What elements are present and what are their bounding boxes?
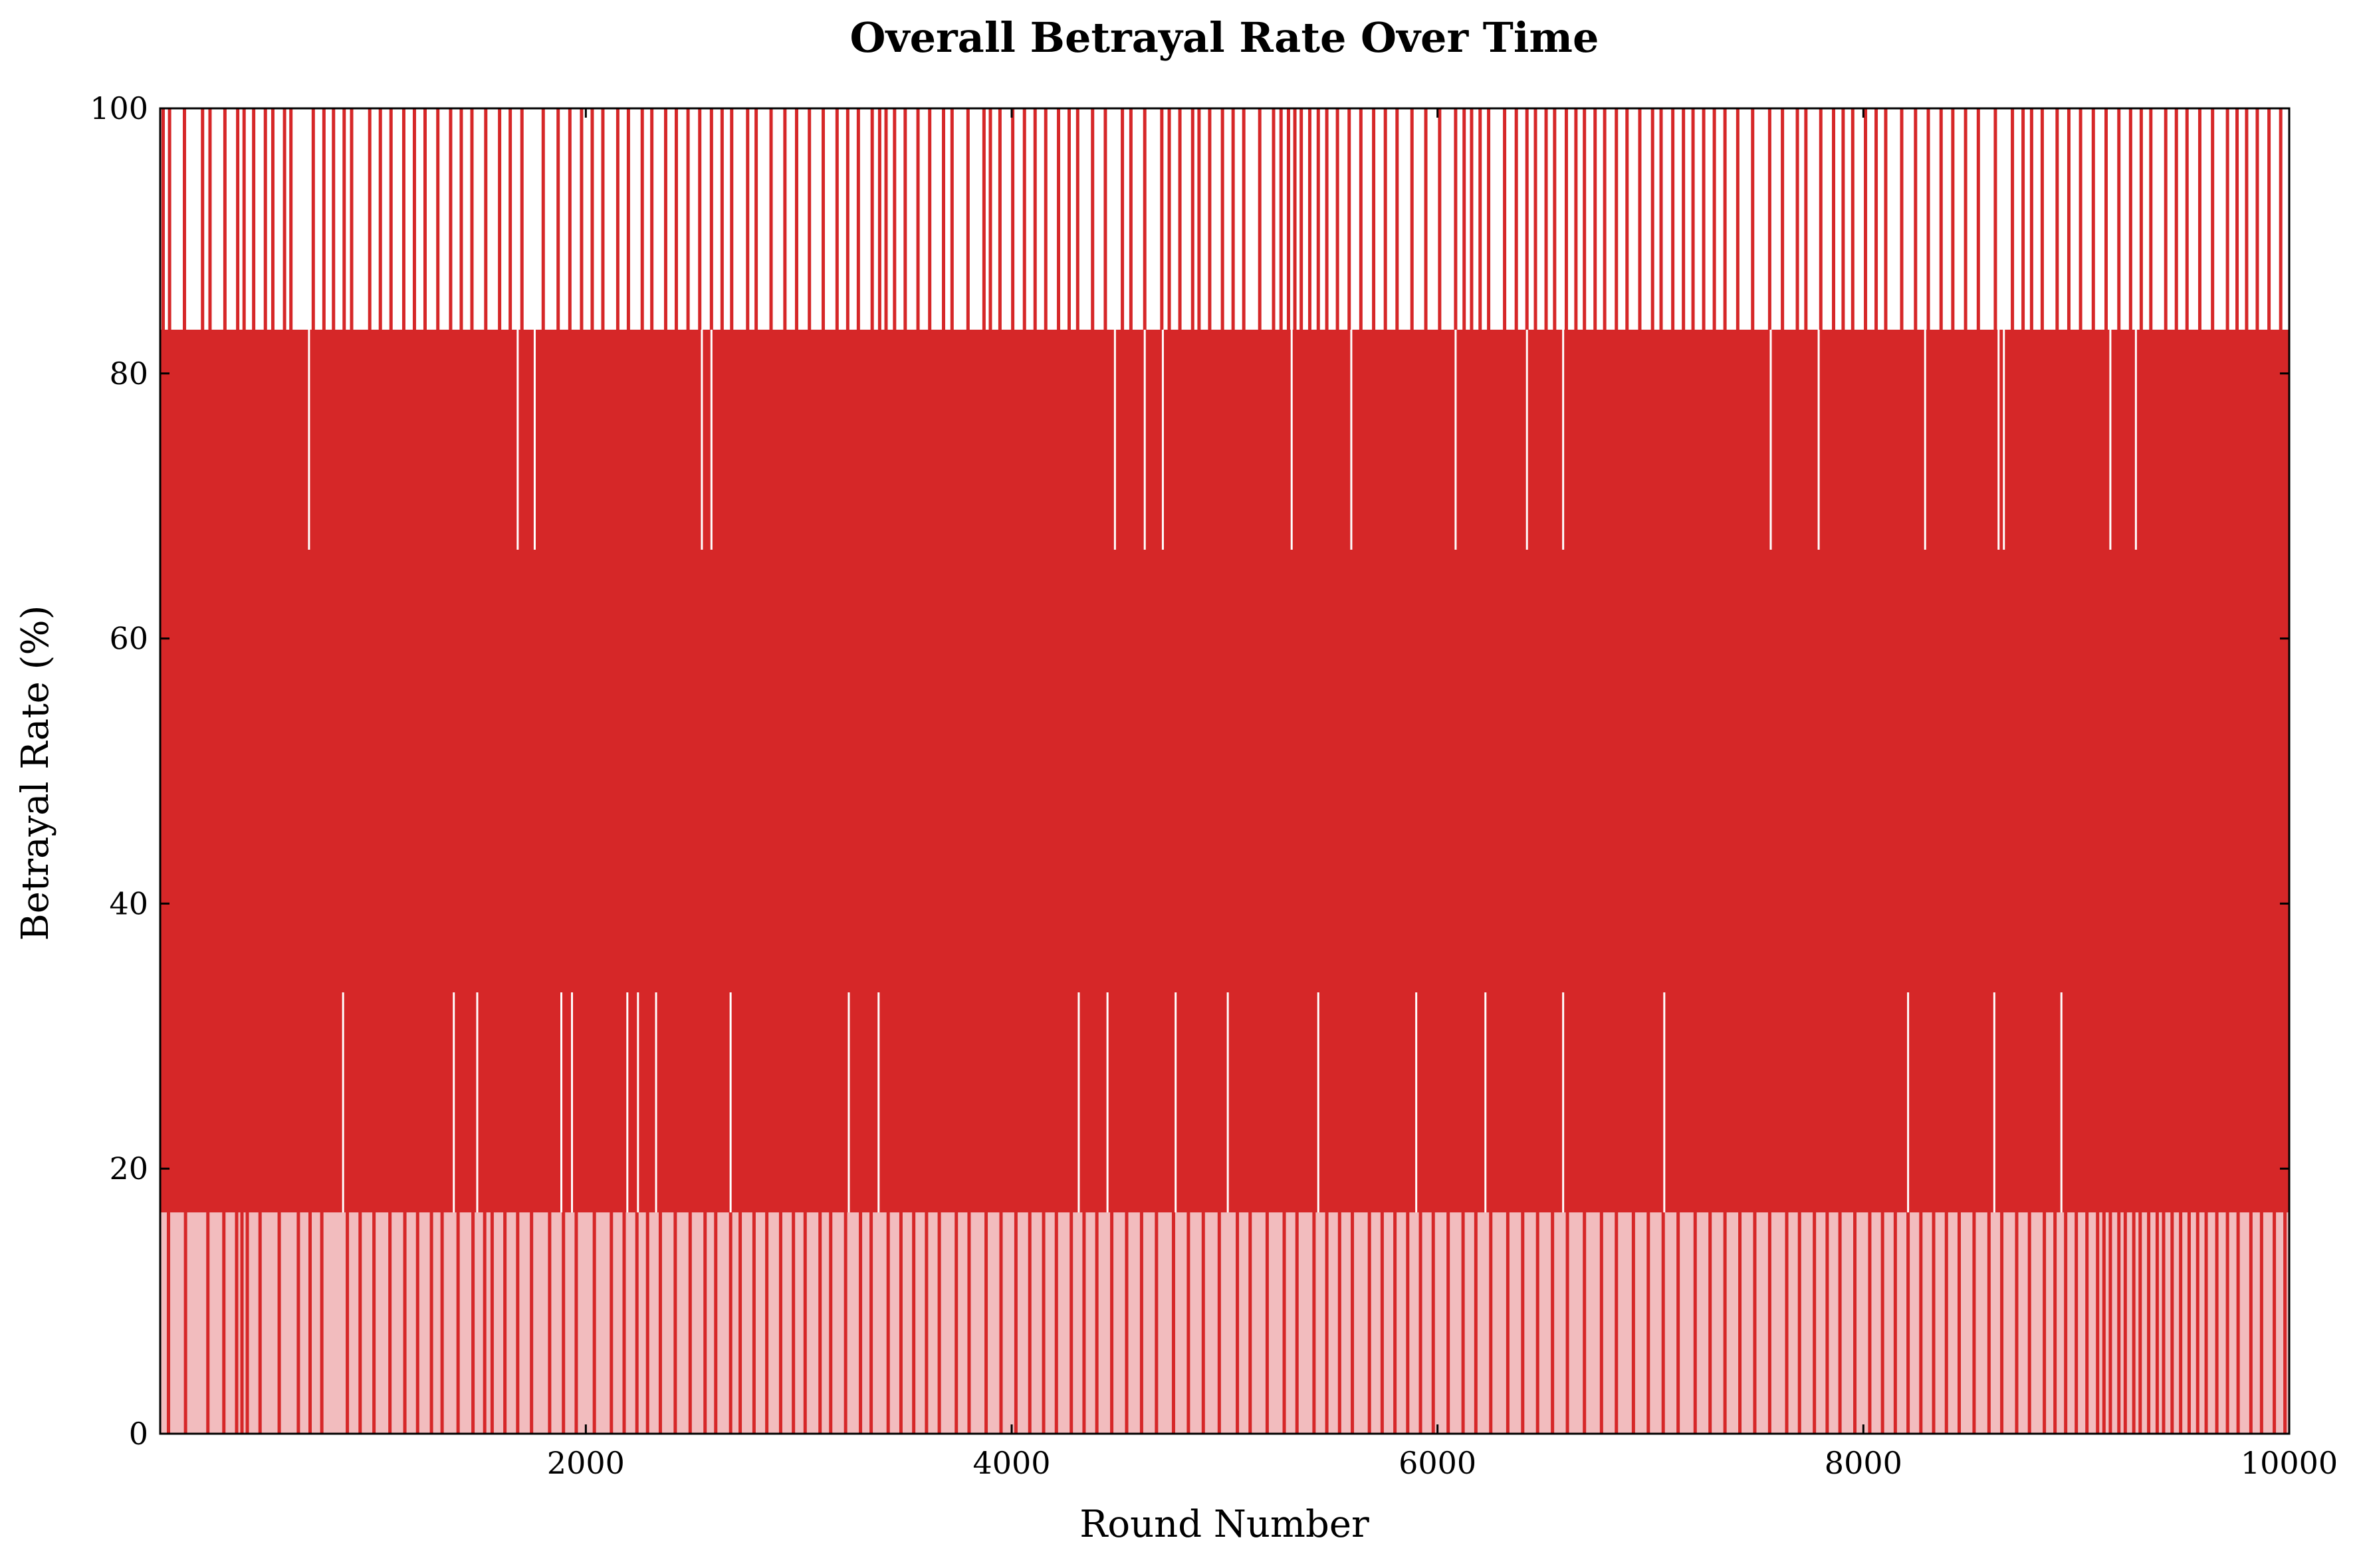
axes-frame <box>159 107 2291 1435</box>
x-tick-label: 6000 <box>1399 1445 1476 1481</box>
y-tick-label: 0 <box>129 1416 148 1452</box>
axes: 2000 4000 6000 8000 10000 0 20 40 60 80 100 <box>90 90 2338 1481</box>
y-tick-label: 100 <box>90 90 148 126</box>
y-tick-label: 80 <box>109 356 148 392</box>
area-fill <box>160 1212 2289 1434</box>
chart-title: Overall Betrayal Rate Over Time <box>850 13 1599 62</box>
y-tick-label: 40 <box>109 885 148 921</box>
series-band <box>160 329 2289 1213</box>
x-tick-label: 4000 <box>972 1445 1050 1481</box>
x-tick-label: 8000 <box>1825 1445 1902 1481</box>
x-tick-label: 2000 <box>547 1445 625 1481</box>
x-axis-label: Round Number <box>1079 1503 1369 1546</box>
y-tick-label: 60 <box>109 621 148 657</box>
plot-area <box>160 108 2289 1434</box>
y-axis-label: Betrayal Rate (%) <box>14 606 57 941</box>
y-tick-label: 20 <box>109 1151 148 1186</box>
x-tick-label: 10000 <box>2241 1445 2338 1481</box>
